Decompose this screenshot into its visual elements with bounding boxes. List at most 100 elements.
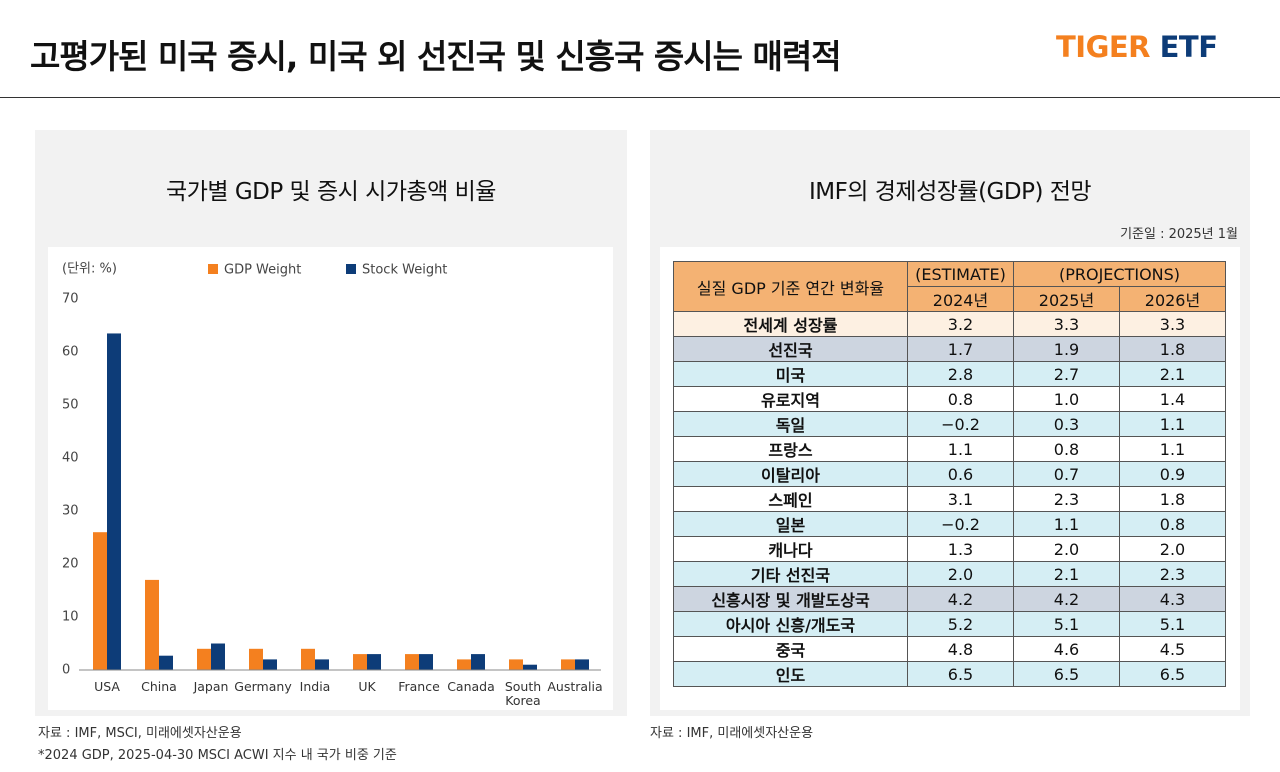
row-label: 인도 [673,661,908,687]
table-cell: 6.5 [907,661,1014,687]
bar [211,643,225,670]
header-row: 실질 GDP 기준 연간 변화율 (ESTIMATE) (PROJECTIONS) [673,261,1226,312]
x-tick-label: Japan [193,679,229,694]
x-tick-label: UK [358,679,376,694]
row-label: 신흥시장 및 개발도상국 [673,586,908,612]
header-cell: (PROJECTIONS) [1013,261,1226,287]
row-label: 독일 [673,411,908,437]
bar [509,659,523,670]
table-row: 미국 2.8 2.7 2.1 [673,361,1226,387]
table-row: 전세계 성장률 3.2 3.3 3.3 [673,311,1226,337]
table-cell: 0.8 [907,386,1014,412]
bar [367,654,381,670]
table-cell: −0.2 [907,411,1014,437]
table-cell: 3.1 [907,486,1014,512]
header-cell: 2026년 [1119,286,1226,312]
table-row: 신흥시장 및 개발도상국 4.2 4.2 4.3 [673,586,1226,612]
table-cell: 0.6 [907,461,1014,487]
table-row: 프랑스 1.1 0.8 1.1 [673,436,1226,462]
header-cell: (ESTIMATE) [907,261,1014,287]
table-cell: 1.1 [1119,411,1226,437]
row-label: 이탈리아 [673,461,908,487]
y-tick-label: 30 [62,504,79,519]
legend-swatch [346,264,356,274]
bar [405,654,419,670]
table-cell: 0.8 [1013,436,1120,462]
row-label: 전세계 성장률 [673,311,908,337]
table-cell: 2.8 [907,361,1014,387]
table-cell: 2.0 [1119,536,1226,562]
bar [471,654,485,670]
table-cell: 6.5 [1013,661,1120,687]
table-cell: 1.0 [1013,386,1120,412]
table-cell: 5.1 [1119,611,1226,637]
table-cell: 0.3 [1013,411,1120,437]
row-label: 선진국 [673,336,908,362]
table-row: 아시아 신흥/개도국 5.2 5.1 5.1 [673,611,1226,637]
table-cell: 1.7 [907,336,1014,362]
legend-swatch [208,264,218,274]
table-cell: 2.7 [1013,361,1120,387]
y-tick-label: 60 [62,345,79,360]
x-tick-label: China [141,679,177,694]
bar [523,664,537,670]
bar [353,654,367,670]
table-cell: 2.1 [1013,561,1120,587]
table-cell: 4.3 [1119,586,1226,612]
table-row: 캐나다 1.3 2.0 2.0 [673,536,1226,562]
table-row: 선진국 1.7 1.9 1.8 [673,336,1226,362]
x-tick-label: USA [94,679,120,694]
table-cell: 2.3 [1013,486,1120,512]
bar [197,648,211,670]
chart: (단위: %) 0 10 20 30 40 50 60 70 GDP Weight Stock We… [62,262,601,678]
table-cell: 4.6 [1013,636,1120,662]
x-tick-label: Australia [547,679,603,694]
table-cell: 2.0 [907,561,1014,587]
table-row: 유로지역 0.8 1.0 1.4 [673,386,1226,412]
logo: TIGER ETF [1056,30,1218,64]
y-tick-label: 50 [62,398,79,413]
table: 실질 GDP 기준 연간 변화율 (ESTIMATE) (PROJECTIONS) 2… [673,261,1226,687]
row-label: 유로지역 [673,386,908,412]
logo-product: ETF [1159,30,1218,64]
table-cell: 1.1 [1119,436,1226,462]
row-label: 프랑스 [673,436,908,462]
bar [315,659,329,670]
table-cell: 3.2 [907,311,1014,337]
source-note: 자료 : IMF, 미래에셋자산운용 [650,726,814,741]
row-label: 스페인 [673,486,908,512]
logo-brand: TIGER [1056,30,1151,64]
table-row: 스페인 3.1 2.3 1.8 [673,486,1226,512]
bar [145,579,159,670]
date-note: 기준일 : 2025년 1월 [1120,227,1238,242]
table-cell: 5.2 [907,611,1014,637]
table-cell: 2.1 [1119,361,1226,387]
y-tick-label: 20 [62,557,79,572]
row-label: 아시아 신흥/개도국 [673,611,908,637]
table-area: 실질 GDP 기준 연간 변화율 (ESTIMATE) (PROJECTIONS) 2… [660,247,1240,710]
bar [263,659,277,670]
y-tick-label: 10 [62,610,79,625]
table-cell: 4.2 [907,586,1014,612]
table-row: 일본 −0.2 1.1 0.8 [673,511,1226,537]
bar [301,648,315,670]
table-cell: 2.3 [1119,561,1226,587]
table-cell: 1.9 [1013,336,1120,362]
bar [159,655,173,670]
table-cell: 1.1 [907,436,1014,462]
chart-title: 국가별 GDP 및 증시 시가총액 비율 [166,179,496,205]
source-note: 자료 : IMF, MSCI, 미래에셋자산운용 [38,726,242,741]
bar [107,333,121,670]
table-cell: 3.3 [1013,311,1120,337]
x-tick-label: Canada [447,679,495,694]
table-cell: 0.8 [1119,511,1226,537]
page-title: 고평가된 미국 증시, 미국 외 선진국 및 신흥국 증시는 매력적 [30,37,842,76]
table-cell: 5.1 [1013,611,1120,637]
table-cell: 1.3 [907,536,1014,562]
legend-label: Stock Weight [362,263,447,278]
unit-label: (단위: %) [62,262,117,277]
header-cell: 실질 GDP 기준 연간 변화율 [673,261,908,312]
table-cell: −0.2 [907,511,1014,537]
y-tick-label: 70 [62,292,79,307]
x-tick-label: India [299,679,331,694]
